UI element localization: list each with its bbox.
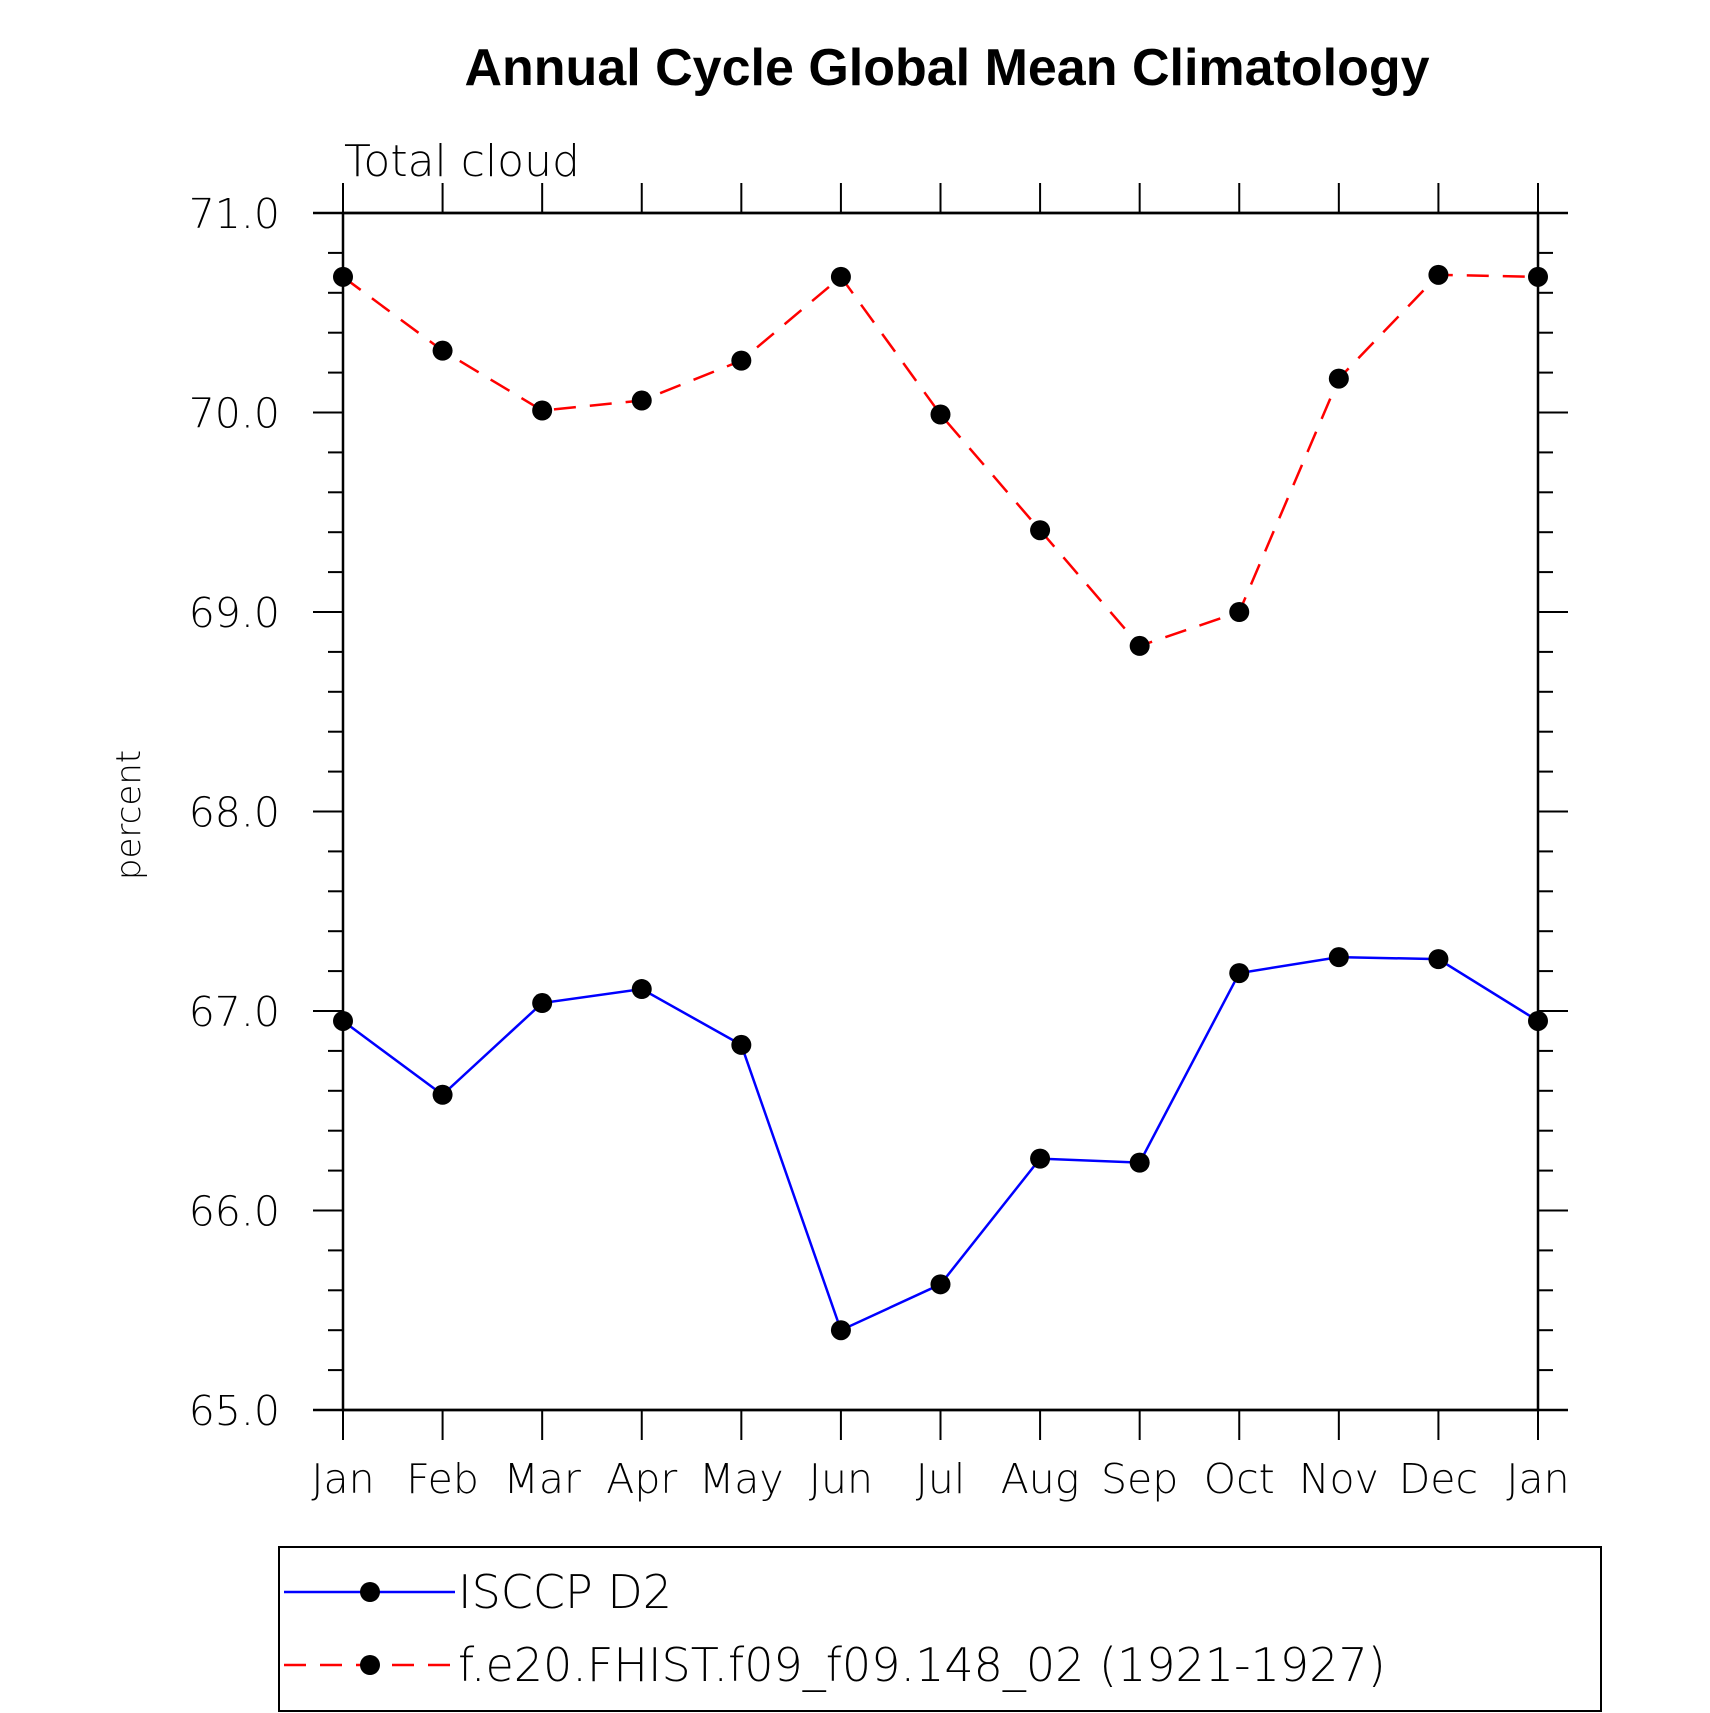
series-0-point (1528, 1010, 1548, 1031)
series-1-point (731, 350, 752, 371)
plot-frame (341, 211, 1540, 1412)
x-tick-label: Jan (311, 1455, 374, 1503)
x-tick-label: May (699, 1455, 784, 1503)
x-tick-label: Jun (809, 1455, 873, 1503)
series-0-point (432, 1084, 453, 1105)
series-1-point (1129, 635, 1150, 656)
legend-marker-model (360, 1655, 380, 1675)
x-tick-label: Aug (1001, 1455, 1080, 1503)
y-tick-label: 66.0 (189, 1188, 280, 1236)
x-tick-label: Mar (503, 1455, 580, 1503)
series-group (333, 264, 1548, 1341)
legend-marker-isccp (360, 1582, 380, 1602)
x-tick-label: Apr (606, 1455, 677, 1503)
y-tick-label: 70.0 (189, 390, 280, 438)
series-0-point (1428, 949, 1449, 970)
legend-box (278, 1546, 1602, 1712)
series-1-point (432, 340, 453, 361)
series-0-point (1328, 947, 1349, 968)
x-tick-label: Feb (406, 1455, 479, 1503)
chart-subtitle: Total cloud (344, 136, 580, 187)
series-0-point (830, 1320, 851, 1341)
legend-label-model: f.e20.FHIST.f09_f09.148_02 (1921-1927) (458, 1638, 1386, 1692)
series-1-point (333, 266, 353, 287)
series-0-point (631, 979, 652, 1000)
series-0-point (532, 993, 553, 1014)
x-tick-label: Dec (1399, 1455, 1478, 1503)
x-tick-label: Sep (1101, 1455, 1178, 1503)
y-tick-label: 67.0 (189, 988, 280, 1036)
x-tick-label: Nov (1299, 1455, 1379, 1503)
chart-title: Annual Cycle Global Mean Climatology (464, 39, 1429, 97)
y-tick-label: 71.0 (189, 190, 280, 238)
series-1-point (532, 400, 553, 421)
series-line-0 (342, 955, 1539, 1332)
x-tick-label: Oct (1204, 1455, 1275, 1503)
y-axis-label: percent (109, 750, 149, 880)
series-line-1 (342, 273, 1539, 648)
series-0-point (1229, 963, 1250, 984)
series-1-point (1428, 264, 1449, 285)
y-tick-label: 65.0 (189, 1387, 280, 1435)
series-1-point (1328, 368, 1349, 389)
series-0-point (333, 1010, 353, 1031)
legend: ISCCP D2 f.e20.FHIST.f09_f09.148_02 (192… (278, 1546, 1602, 1712)
series-0-point (1030, 1148, 1051, 1169)
legend-label-isccp: ISCCP D2 (458, 1565, 672, 1619)
series-0-point (930, 1274, 951, 1295)
series-0-point (731, 1034, 752, 1055)
x-tick-label: Jan (1506, 1455, 1569, 1503)
series-1-point (631, 390, 652, 411)
x-tick-label: Jul (916, 1455, 965, 1503)
series-1-point (1229, 602, 1250, 622)
y-tick-label: 69.0 (189, 589, 280, 637)
y-tick-label: 68.0 (189, 789, 280, 837)
series-1-point (1030, 520, 1051, 541)
series-0-point (1129, 1152, 1150, 1173)
series-1-point (1528, 266, 1548, 287)
series-1-point (930, 404, 951, 425)
series-1-point (830, 266, 851, 287)
axes-group: 65.0 66.0 67.0 68.0 69.0 70.0 71.0 Jan Feb Mar Apr… (189, 183, 1570, 1503)
